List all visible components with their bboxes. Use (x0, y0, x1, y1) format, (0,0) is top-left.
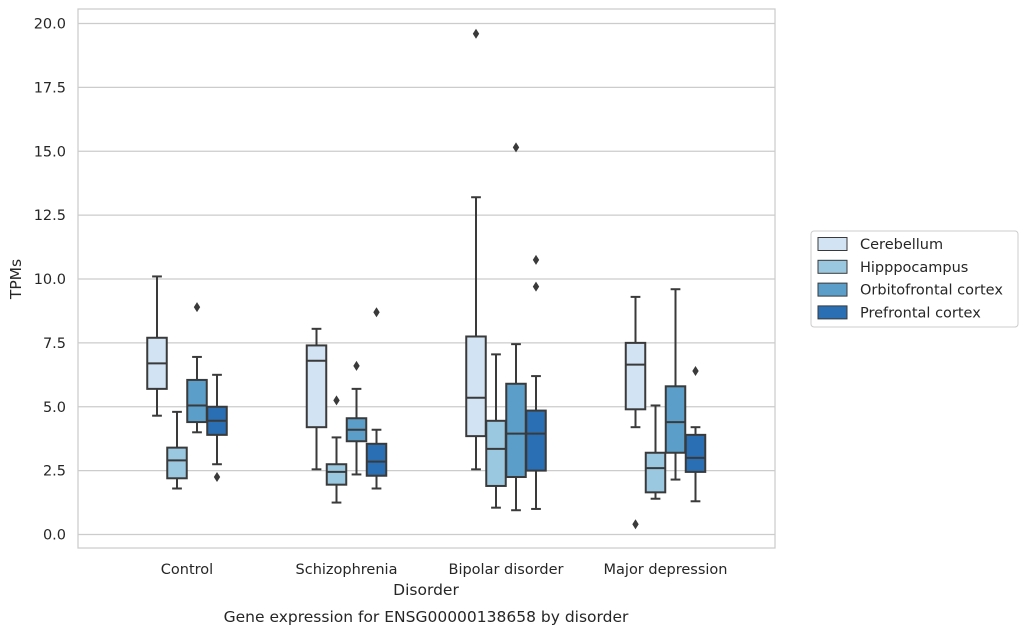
y-tick-label: 10.0 (34, 272, 66, 288)
legend: Cerebellum Hipppocampus Orbitofrontal cort… (810, 230, 1019, 328)
outlier-point (213, 472, 221, 483)
y-tick-label: 12.5 (34, 208, 66, 224)
box-series (146, 28, 707, 530)
box-iqr (684, 433, 707, 473)
chart-caption: Gene expression for ENSG00000138658 by d… (224, 608, 629, 626)
box-iqr (505, 382, 527, 479)
legend-label: Orbitofrontal cortex (860, 283, 1003, 299)
x-tick-label: Schizophrenia (296, 562, 398, 578)
box-iqr (664, 385, 687, 454)
box-plot (345, 360, 368, 476)
box-iqr (365, 442, 388, 477)
outlier-point (353, 360, 360, 371)
box-iqr (644, 451, 667, 494)
legend-swatch (817, 282, 848, 297)
legend-swatch (817, 259, 848, 274)
outlier-point (512, 142, 520, 153)
legend-label: Hipppocampus (860, 260, 968, 276)
y-tick-label: 0.0 (43, 528, 66, 544)
box-plot (325, 395, 348, 504)
box-plot (465, 28, 487, 471)
y-tick-label: 17.5 (34, 80, 66, 96)
y-tick-label: 20.0 (34, 17, 66, 33)
outlier-point (193, 302, 201, 313)
y-tick-label: 2.5 (43, 464, 66, 480)
outlier-point (532, 254, 540, 265)
box-plot (365, 307, 388, 490)
outlier-point (373, 307, 380, 318)
legend-swatch (817, 305, 848, 320)
box-plot (206, 373, 228, 483)
legend-frame (810, 230, 1019, 328)
outlier-point (532, 281, 540, 292)
box-plot (186, 302, 208, 434)
box-plot (146, 275, 168, 417)
box-iqr (465, 335, 487, 438)
x-tick-label: Major depression (604, 562, 728, 578)
box-iqr (624, 341, 647, 411)
box-iqr (485, 419, 507, 487)
plot-frame (77, 8, 776, 549)
x-axis-ticks: Control Schizophrenia Bipolar disorder Majo… (161, 562, 728, 578)
y-tick-label: 7.5 (43, 336, 66, 352)
y-axis-ticks: 0.0 2.5 5.0 7.5 10.0 12.5 15.0 17.5 20.0 (34, 17, 66, 544)
box-iqr (166, 446, 188, 480)
box-plot (624, 295, 647, 530)
box-iqr (305, 344, 328, 429)
outlier-point (472, 28, 480, 39)
outlier-point (632, 519, 639, 530)
y-tick-label: 15.0 (34, 144, 66, 160)
box-plot (684, 365, 707, 503)
box-plot (166, 410, 188, 490)
box-plot (664, 288, 687, 481)
box-plot (505, 142, 527, 512)
box-iqr (525, 409, 547, 472)
outlier-point (692, 365, 699, 376)
legend-swatch (817, 237, 848, 251)
legend-label: Cerebellum (860, 237, 943, 253)
box-plot (644, 404, 667, 500)
x-axis-label: Disorder (393, 581, 459, 599)
box-iqr (325, 463, 348, 486)
box-iqr (186, 378, 208, 424)
y-tick-label: 5.0 (43, 400, 66, 416)
box-plot (305, 327, 328, 471)
outlier-point (333, 395, 340, 406)
x-tick-label: Control (161, 562, 213, 578)
y-axis-label: TPMs (7, 259, 25, 300)
legend-label: Prefrontal cortex (860, 305, 981, 321)
box-plot (525, 254, 547, 510)
x-tick-label: Bipolar disorder (449, 562, 564, 578)
